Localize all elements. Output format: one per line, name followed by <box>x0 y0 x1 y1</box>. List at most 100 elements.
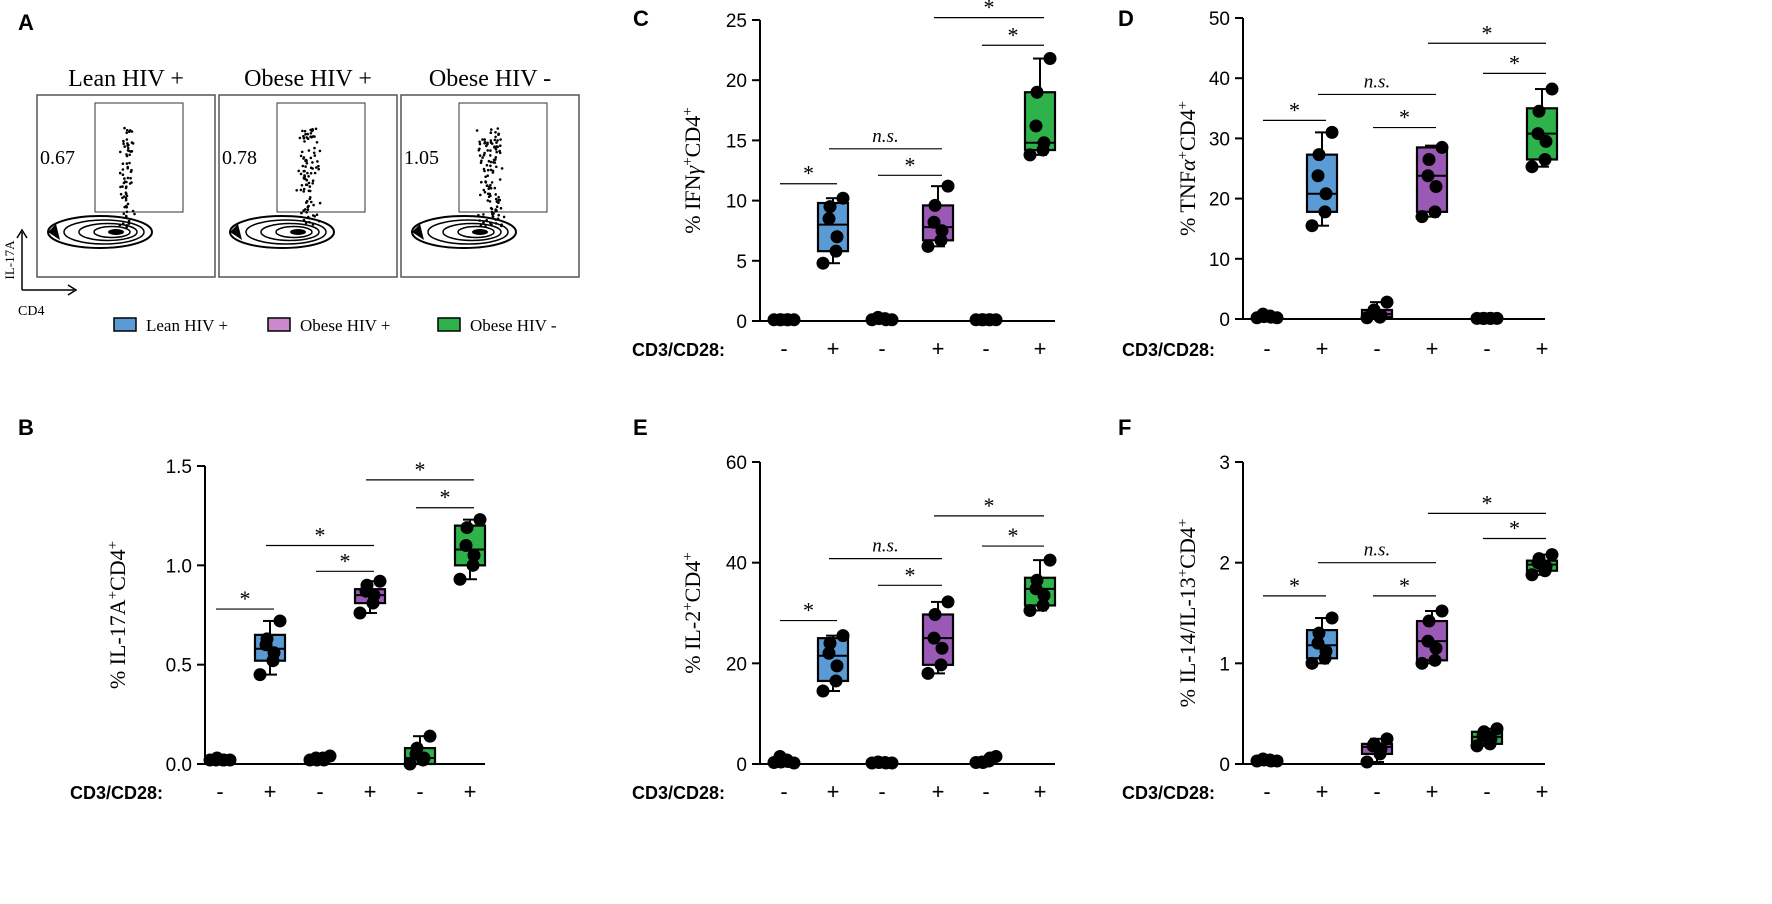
stim-indicator: - <box>1263 779 1270 804</box>
flow-event-dot <box>298 136 302 140</box>
flow-event-dot <box>307 215 310 219</box>
data-point <box>1539 134 1553 148</box>
data-point <box>1023 148 1037 162</box>
flow-event-dot <box>303 174 306 177</box>
y-tick-label: 50 <box>1209 9 1230 30</box>
flow-event-dot <box>481 138 484 141</box>
flow-event-dot <box>121 185 124 188</box>
significance-label: n.s. <box>872 126 898 147</box>
flow-event-dot <box>495 150 499 154</box>
significance-label: * <box>1008 22 1019 47</box>
flow-event-dot <box>317 219 321 223</box>
flow-event-dot <box>484 225 487 228</box>
flow-event-dot <box>489 183 492 187</box>
data-point <box>1380 732 1394 746</box>
data-point <box>1311 169 1325 183</box>
y-tick-label: 40 <box>726 554 747 575</box>
stim-indicator: + <box>932 779 945 804</box>
data-point <box>1422 614 1436 628</box>
stim-indicator: + <box>827 336 840 361</box>
flow-event-dot <box>489 131 493 134</box>
data-point <box>1421 169 1435 183</box>
gate-value-lean-hiv-pos: 0.67 <box>40 147 75 169</box>
data-point <box>1380 295 1394 309</box>
flow-event-dot <box>303 140 306 143</box>
data-point <box>829 674 843 688</box>
significance-label: * <box>984 493 995 518</box>
flow-event-dot <box>486 149 490 152</box>
data-point <box>836 191 850 205</box>
flow-event-dot <box>125 128 129 132</box>
flow-event-dot <box>485 163 489 167</box>
flow-event-dot <box>315 141 319 144</box>
flow-event-dot <box>126 146 130 150</box>
flow-event-dot <box>125 206 129 209</box>
data-point <box>1428 205 1442 219</box>
significance-label: * <box>1482 490 1493 515</box>
flow-event-dot <box>489 160 493 164</box>
flow-event-dot <box>311 128 314 131</box>
data-point <box>1470 739 1484 753</box>
flow-event-dot <box>303 208 307 211</box>
data-point <box>1030 573 1044 587</box>
stim-indicator: - <box>878 779 885 804</box>
data-point <box>1270 754 1284 768</box>
flow-event-dot <box>307 149 311 152</box>
data-point <box>1029 119 1043 133</box>
flow-event-dot <box>492 161 495 164</box>
panel-e-il2-chart: E 0 20 40 60 % IL-2+CD4+ CD3/CD28: - + - + - + * n.s. *… <box>632 415 1057 804</box>
flow-event-dot <box>124 197 128 200</box>
data-point <box>1545 82 1559 96</box>
flow-event-dot <box>300 184 304 187</box>
significance-label: * <box>1008 523 1019 548</box>
data-point <box>941 179 955 193</box>
flow-event-dot <box>121 173 125 176</box>
flow-event-dot <box>306 132 310 136</box>
flow-event-dot <box>128 149 131 153</box>
flow-event-dot <box>306 205 310 209</box>
flow-plot-title-obese-hiv-pos: Obese HIV + <box>244 66 372 92</box>
stim-indicator: + <box>1316 336 1329 361</box>
flow-event-dot <box>480 159 483 163</box>
significance-label: * <box>340 548 351 573</box>
stim-indicator: - <box>1373 336 1380 361</box>
flow-event-dot <box>304 159 307 163</box>
flow-y-axis-label: IL-17A <box>2 240 17 280</box>
stim-indicator: + <box>1426 779 1439 804</box>
y-tick-label: 20 <box>1209 190 1230 211</box>
flow-event-dot <box>477 213 480 217</box>
flow-event-dot <box>126 176 130 180</box>
y-tick-label: 40 <box>1209 69 1230 90</box>
flow-event-dot <box>479 224 483 227</box>
flow-event-dot <box>123 126 126 130</box>
data-point <box>941 595 955 609</box>
legend-label-lean-hiv-pos: Lean HIV + <box>146 316 228 335</box>
flow-event-dot <box>125 215 128 218</box>
data-point <box>273 614 287 628</box>
flow-event-dot <box>486 199 490 202</box>
y-tick-label: 0 <box>1219 310 1230 331</box>
data-point <box>1421 634 1435 648</box>
stim-row-label: CD3/CD28: <box>632 783 725 803</box>
flow-event-dot <box>311 135 315 138</box>
flow-event-dot <box>317 164 320 168</box>
stim-indicator: + <box>827 779 840 804</box>
data-point <box>1023 603 1037 617</box>
y-tick-label: 10 <box>1209 250 1230 271</box>
data-point <box>467 548 481 562</box>
flow-event-dot <box>309 156 313 160</box>
flow-event-dot <box>308 185 312 188</box>
significance-label: * <box>315 522 326 547</box>
flow-event-dot <box>482 221 485 224</box>
flow-event-dot <box>499 138 502 141</box>
flow-event-dot <box>494 218 498 221</box>
stim-indicator: - <box>416 779 423 804</box>
flow-event-dot <box>482 188 486 192</box>
data-point <box>1532 104 1546 118</box>
flow-event-dot <box>302 190 306 193</box>
flow-event-dot <box>497 195 500 199</box>
data-point <box>267 646 281 660</box>
flow-event-dot <box>126 142 129 145</box>
y-tick-label: 25 <box>726 11 747 32</box>
flow-event-dot <box>295 189 299 192</box>
